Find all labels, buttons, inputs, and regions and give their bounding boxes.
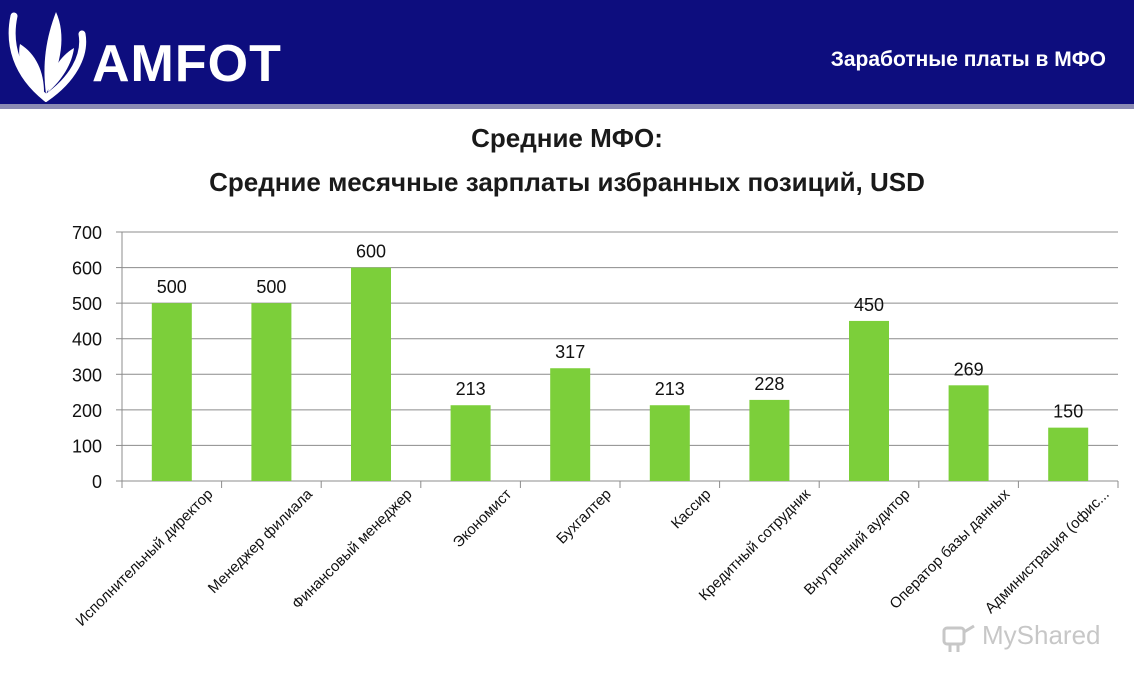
data-label: 317 xyxy=(555,342,585,362)
header-divider xyxy=(0,104,1134,109)
category-label: Менеджер филиала xyxy=(205,485,317,597)
bar xyxy=(550,368,591,481)
bar xyxy=(1048,427,1089,481)
bar xyxy=(849,320,889,481)
y-tick-label: 600 xyxy=(72,259,102,279)
category-label: Кредитный сотрудник xyxy=(696,486,815,605)
y-tick-label: 100 xyxy=(72,436,102,456)
chart-title-line1: Средние МФО: xyxy=(471,123,663,153)
myshared-logo-icon xyxy=(942,624,975,652)
data-label: 150 xyxy=(1053,402,1083,422)
amfot-logo-icon xyxy=(8,12,87,102)
data-label: 600 xyxy=(356,242,386,262)
category-label: Экономист xyxy=(450,486,516,552)
bar xyxy=(251,303,292,481)
category-label: Исполнительный директор xyxy=(73,486,217,630)
logo-text: AMFOT xyxy=(92,35,282,93)
bar xyxy=(151,303,192,481)
category-label: Кассир xyxy=(668,486,715,533)
category-label: Внутренний аудитор xyxy=(801,486,914,599)
watermark-text: MyShared xyxy=(982,620,1101,650)
y-tick-label: 300 xyxy=(72,365,102,385)
data-label: 500 xyxy=(157,277,187,297)
y-tick-label: 400 xyxy=(72,330,102,350)
header-bar: AMFOT Заработные платы в МФО xyxy=(0,0,1134,104)
data-label: 500 xyxy=(256,277,286,297)
data-label: 228 xyxy=(754,374,784,394)
watermark: MyShared xyxy=(940,618,1101,654)
data-label: 213 xyxy=(655,379,685,399)
y-tick-label: 500 xyxy=(72,294,102,314)
bar xyxy=(948,385,989,481)
bar xyxy=(450,405,491,481)
category-label: Бухгалтер xyxy=(553,486,615,548)
y-tick-label: 200 xyxy=(72,401,102,421)
data-label: 450 xyxy=(854,295,884,315)
bar xyxy=(351,267,391,481)
bar xyxy=(649,405,690,481)
bar xyxy=(749,399,790,481)
header-title: Заработные платы в МФО xyxy=(830,48,1106,71)
chart-title-line2: Средние месячные зарплаты избранных пози… xyxy=(209,167,925,197)
y-tick-label: 700 xyxy=(72,223,102,243)
y-tick-label: 0 xyxy=(92,472,102,492)
data-label: 269 xyxy=(954,359,984,379)
data-label: 213 xyxy=(456,379,486,399)
